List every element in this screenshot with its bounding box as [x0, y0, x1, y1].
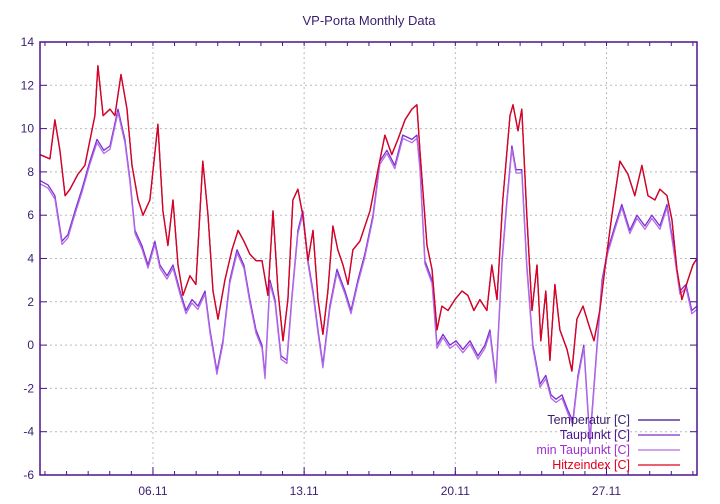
y-tick-label: 10: [21, 122, 35, 136]
series-line-hitzeindex: [39, 65, 698, 372]
y-tick-label: -4: [23, 425, 34, 439]
grid: [40, 42, 697, 475]
axis-ticks: -6 -4 -2 0 2 4 6 8 10 12 14 06.11 13.11 20.11 27.11: [21, 35, 697, 498]
legend-label-hitzeindex: Hitzeindex [C]: [552, 458, 630, 472]
x-tick-label: 06.11: [138, 484, 167, 498]
y-tick-label: 14: [21, 35, 35, 49]
y-tick-label: 2: [27, 295, 34, 309]
series-lines: [39, 65, 698, 445]
y-tick-label: 8: [27, 165, 34, 179]
legend-label-temperatur: Temperatur [C]: [547, 413, 630, 427]
legend: Temperatur [C] Taupunkt [C] min Taupunkt…: [536, 413, 680, 472]
chart-title: VP-Porta Monthly Data: [303, 13, 437, 28]
x-tick-label: 13.11: [290, 484, 319, 498]
y-tick-label: -6: [23, 468, 34, 482]
y-tick-label: -2: [23, 381, 34, 395]
x-tick-label: 20.11: [441, 484, 470, 498]
plot-border: [39, 41, 698, 476]
legend-label-taupunkt: Taupunkt [C]: [560, 428, 630, 442]
legend-label-min-taupunkt: min Taupunkt [C]: [536, 443, 630, 457]
y-tick-label: 4: [27, 252, 34, 266]
x-tick-label: 27.11: [592, 484, 621, 498]
y-tick-label: 12: [21, 78, 35, 92]
series-line-min-taupunkt: [39, 111, 698, 445]
series-line-taupunkt: [39, 108, 698, 442]
y-tick-label: 6: [27, 208, 34, 222]
y-tick-label: 0: [27, 338, 34, 352]
